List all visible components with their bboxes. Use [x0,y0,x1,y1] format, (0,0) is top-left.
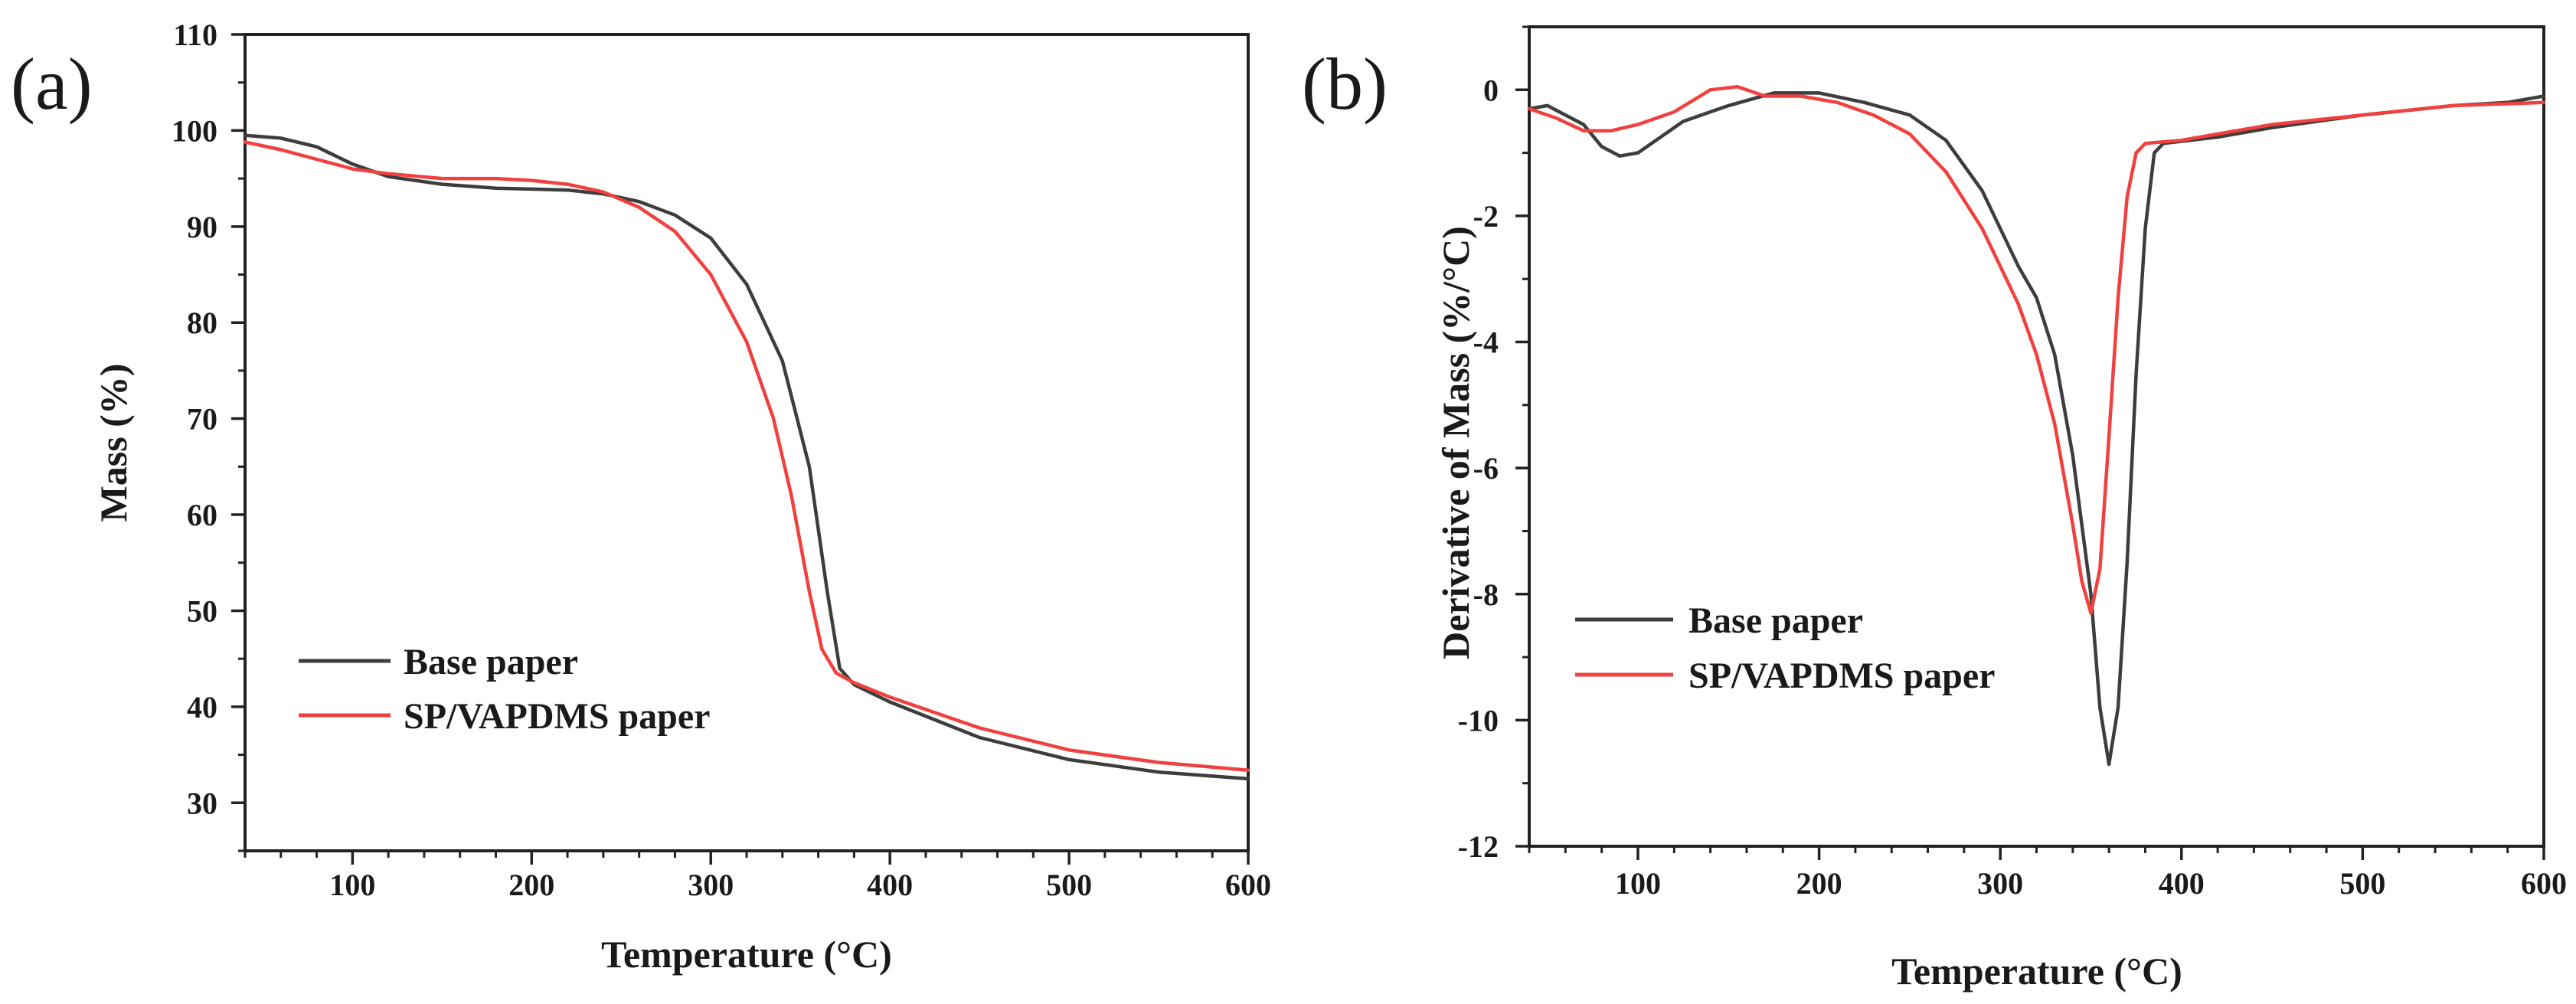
panel-a-ticks: 100 200 300 400 500 600 30 40 50 60 70 80 90 100 110 [172,18,1271,902]
panel-a-y-tick-label: 50 [187,594,217,628]
panel-a-y-tick-label: 80 [187,306,217,340]
panel-a-series-sp-vapdms-paper [243,140,1250,772]
panel-a-y-tick-label: 100 [172,113,217,148]
panel-a-y-tick-label: 40 [187,690,217,724]
panel-b-ticks: 100 200 300 400 500 600 0 -2 -4 -6 -8 -10 -12 [1458,25,2567,901]
panel-b-y-tick-label: -12 [1458,829,1499,864]
panel-a: (a) 100 200 300 400 500 600304050607080901001… [11,18,1271,976]
panel-b-x-tick-label: 400 [2159,866,2205,901]
panel-a-x-tick-label: 100 [329,868,375,902]
panel-b-y-tick-label: -6 [1473,451,1499,486]
panel-b-y-tick-label: -10 [1458,703,1499,737]
panel-b-y-tick-label: 0 [1483,73,1499,107]
panel-a-x-tick-label: 400 [867,868,913,902]
panel-b-y-tick-label: -2 [1473,199,1499,234]
panel-a-y-tick-label: 110 [173,18,217,52]
panel-a-y-axis-title: Mass (%) [92,364,135,522]
panel-b-label: (b) [1302,43,1388,125]
panel-b-x-tick-label: 500 [2339,866,2385,901]
panel-b: (b) 100 200 300 400 500 600 0 -2 -4 -6 -8 -10 -12 Te… [1302,25,2567,993]
panel-a-y-tick-label: 30 [187,786,217,820]
panel-b-series-base-paper [1527,91,2546,767]
panel-b-x-tick-label: 300 [1977,866,2023,901]
panel-a-y-tick-label: 60 [187,498,217,532]
panel-a-label: (a) [11,43,93,125]
panel-b-legend-label-base-paper: Base paper [1688,600,1863,641]
panel-b-legend: Base paper SP/VAPDMS paper [1575,600,1995,696]
panel-b-x-tick-label: 200 [1796,866,1842,901]
panel-b-x-tick-label: 600 [2521,866,2567,901]
panel-a-series [243,133,1250,781]
panel-b-plot-frame [1528,25,2545,848]
panel-a-y-tick-label: 70 [187,402,217,437]
panel-b-series-sp-vapdms-paper [1527,84,2546,615]
panel-a-legend-label-base-paper: Base paper [404,642,578,682]
panel-b-y-tick-label: -8 [1473,577,1499,612]
panel-b-y-tick-label: -4 [1473,325,1499,360]
panel-a-plot-frame [244,33,1250,852]
panel-a-x-tick-label: 300 [688,868,734,902]
panel-b-legend-label-sp-vapdms-paper: SP/VAPDMS paper [1688,656,1995,696]
panel-b-y-axis-title: Derivative of Mass (%/°C) [1434,226,1477,659]
panel-a-legend: Base paper SP/VAPDMS paper [299,642,710,737]
panel-b-series [1527,84,2546,767]
panel-a-y-tick-label: 90 [187,210,217,244]
panel-a-series-base-paper [243,133,1250,781]
panel-b-x-axis-title: Temperature (°C) [1891,950,2182,993]
panel-b-x-tick-label: 100 [1615,866,1661,901]
panel-a-x-tick-label: 600 [1225,868,1271,902]
panel-a-x-tick-label: 200 [508,868,554,902]
panel-a-x-tick-label: 500 [1046,868,1092,902]
panel-a-x-axis-title: Temperature (°C) [601,933,892,976]
panel-a-legend-label-sp-vapdms-paper: SP/VAPDMS paper [404,696,710,737]
